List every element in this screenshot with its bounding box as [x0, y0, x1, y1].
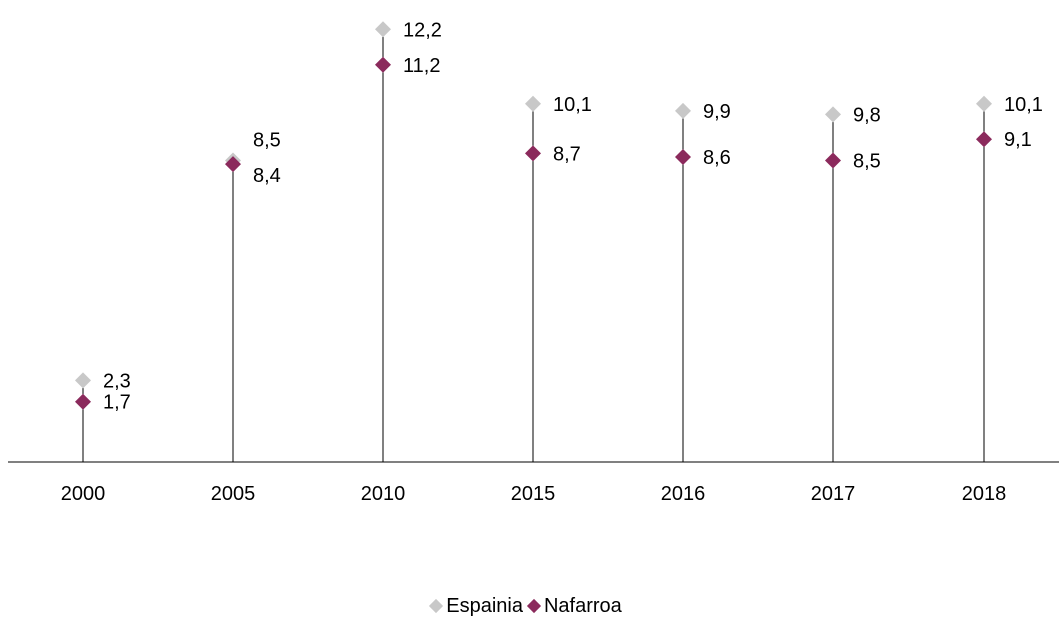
x-tick-label: 2000: [61, 483, 106, 505]
data-label: 9,1: [1004, 129, 1032, 151]
data-point-nafarroa: [675, 148, 691, 165]
data-label: 10,1: [553, 94, 592, 116]
data-label: 8,4: [253, 165, 281, 187]
data-point-espainia: [825, 106, 841, 123]
data-label: 12,2: [403, 19, 442, 41]
data-label: 2,3: [103, 370, 131, 392]
data-label: 8,6: [703, 147, 731, 169]
legend-item: Nafarroa: [526, 594, 622, 618]
legend-label: Nafarroa: [543, 594, 622, 617]
data-point-espainia: [75, 372, 91, 389]
data-label: 8,5: [253, 130, 281, 152]
data-point-nafarroa: [825, 152, 841, 169]
legend-marker: [429, 598, 444, 614]
legend-marker: [526, 598, 542, 614]
x-tick-label: 2016: [661, 483, 706, 505]
data-point-espainia: [525, 95, 541, 112]
data-label: 10,1: [1004, 94, 1043, 116]
data-label: 1,7: [103, 392, 131, 414]
data-label: 9,8: [853, 104, 881, 126]
data-point-nafarroa: [375, 56, 391, 73]
data-point-espainia: [375, 21, 391, 38]
data-point-nafarroa: [525, 145, 541, 162]
data-point-espainia: [976, 95, 992, 112]
data-label: 8,5: [853, 151, 881, 173]
legend: Espainia Nafarroa: [0, 594, 1059, 618]
data-label: 9,9: [703, 101, 731, 123]
x-tick-label: 2018: [962, 483, 1007, 505]
data-point-nafarroa: [225, 156, 241, 173]
data-point-espainia: [675, 102, 691, 119]
x-tick-label: 2010: [361, 483, 406, 505]
x-tick-label: 2005: [211, 483, 256, 505]
data-point-nafarroa: [976, 131, 992, 148]
data-label: 8,7: [553, 143, 581, 165]
x-tick-label: 2015: [511, 483, 556, 505]
data-label: 11,2: [403, 55, 440, 77]
legend-label: Espainia: [446, 594, 523, 617]
chart: 2000 2005 2010 2015 2016 2017 2018 2,3 8,5 12,2 10…: [8, 19, 1059, 505]
x-tick-label: 2017: [811, 483, 856, 505]
data-point-nafarroa: [75, 393, 91, 410]
legend-item: Espainia: [429, 594, 523, 618]
